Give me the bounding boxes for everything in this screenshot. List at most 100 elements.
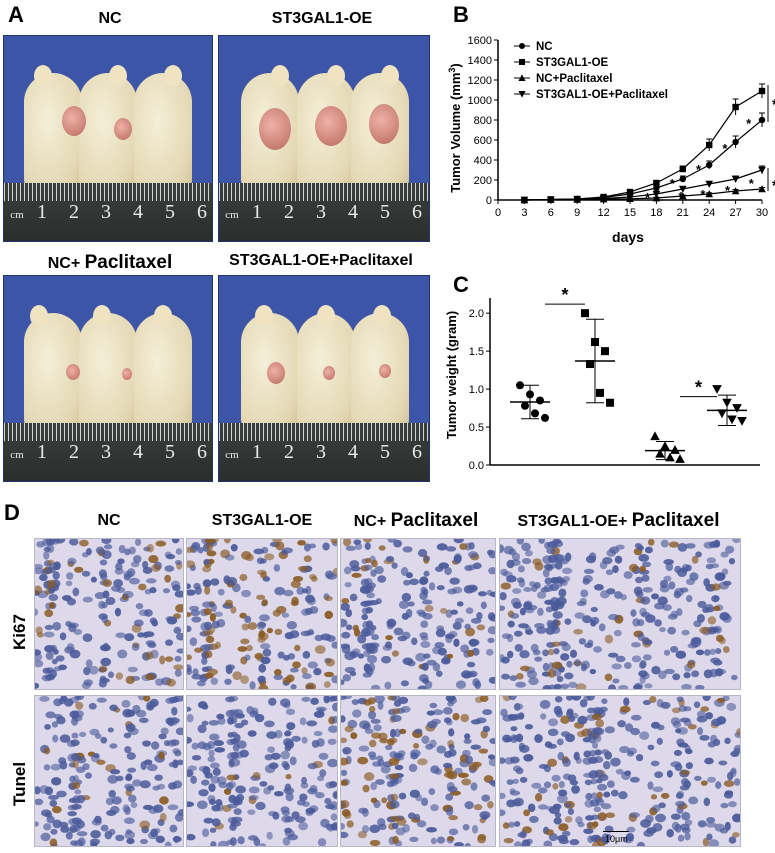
data-point: [606, 398, 614, 407]
photo-title-nc-paclitaxel: NC+ Paclitaxel: [47, 252, 173, 273]
data-point: [705, 190, 714, 198]
y-tick-label: 600: [474, 135, 492, 147]
data-point: [650, 431, 660, 441]
x-tick-label: 0: [495, 207, 501, 219]
ihc-image-ki67-2: [340, 538, 496, 690]
ihc-image-tunel-2: [340, 695, 496, 847]
significance-star: *: [749, 176, 755, 191]
data-point: [652, 190, 661, 198]
legend-label: NC: [536, 41, 553, 53]
x-tick-label: 3: [521, 207, 527, 219]
tumor-mark: [323, 366, 335, 380]
data-point: [678, 192, 687, 200]
legend-label: NC+Paclitaxel: [536, 73, 612, 85]
significance-star: *: [772, 178, 775, 195]
data-point: [655, 448, 665, 458]
y-tick-label: 800: [474, 115, 492, 127]
tumor-mark: [66, 364, 80, 380]
data-point: [546, 196, 555, 204]
mouse-photo-nc-paclitaxel: cm1234567: [3, 275, 213, 482]
mouse-photo-nc: cm1234567: [3, 35, 213, 242]
panel-label-a: A: [8, 2, 24, 27]
photo-title-nc: NC: [98, 10, 122, 27]
significance-star: *: [645, 190, 651, 205]
significance-star: *: [561, 285, 568, 305]
data-point: [653, 179, 660, 187]
data-point: [599, 195, 608, 203]
y-tick-label: 1200: [468, 75, 492, 87]
data-point: [706, 161, 713, 169]
data-point: [626, 188, 634, 196]
y-tick-label: 0: [486, 195, 492, 207]
ihc-column-title-st3gal1-oe: ST3GAL1-OE: [211, 512, 313, 529]
scale-bar: [603, 831, 629, 832]
data-point: [520, 196, 529, 204]
data-point: [626, 193, 634, 201]
ruler: cm1234567: [219, 423, 429, 481]
y-tick-label: 1.5: [469, 346, 484, 358]
significance-star: *: [670, 176, 676, 191]
data-point: [712, 385, 722, 394]
data-point: [679, 165, 686, 173]
ihc-image-ki67-3: [499, 538, 741, 690]
ihc-image-tunel-3: [499, 695, 741, 847]
mouse-photo-st3gal1-oe: cm1234567: [218, 35, 430, 242]
scale-bar-label: 10μm: [605, 834, 628, 844]
x-tick-label: 18: [650, 207, 662, 219]
x-tick-label: 24: [703, 207, 715, 219]
data-point: [519, 43, 525, 49]
y-axis-label: Tumor Volume (mm3): [447, 63, 463, 193]
significance-star: *: [695, 378, 702, 398]
x-tick-label: 6: [548, 207, 554, 219]
legend-label: ST3GAL1-OE: [536, 57, 609, 69]
y-tick-label: 1600: [468, 35, 492, 47]
y-tick-label: 200: [474, 175, 492, 187]
y-tick-label: 0.5: [469, 422, 484, 434]
y-tick-label: 2.0: [469, 308, 484, 320]
data-point: [596, 388, 604, 397]
data-point: [670, 445, 680, 454]
data-point: [758, 185, 766, 193]
ruler: cm1234567: [4, 183, 212, 241]
data-point: [737, 416, 747, 426]
data-point: [731, 187, 740, 195]
data-point: [516, 381, 524, 390]
series-line: [524, 169, 763, 201]
ihc-column-title-nc-paclitaxel: NC+ Paclitaxel: [353, 510, 479, 531]
data-point: [518, 74, 526, 81]
tumor-mark: [369, 104, 399, 144]
data-point: [581, 309, 589, 318]
significance-star: *: [722, 141, 728, 156]
data-point: [727, 415, 737, 425]
significance-star: *: [725, 183, 731, 198]
y-tick-label: 0.0: [469, 460, 484, 472]
x-tick-label: 21: [677, 207, 689, 219]
x-tick-label: 15: [624, 207, 636, 219]
data-point: [519, 59, 525, 65]
data-point: [679, 175, 686, 183]
panel-label-b: B: [453, 2, 469, 27]
tumor-mark: [114, 118, 132, 140]
tumor-mark: [62, 106, 86, 136]
data-point: [541, 413, 549, 422]
data-point: [573, 196, 582, 204]
x-tick-label: 9: [574, 207, 580, 219]
y-tick-label: 1.0: [469, 384, 484, 396]
significance-star: *: [678, 189, 684, 204]
photo-title-st3gal1-oe: ST3GAL1-OE: [271, 10, 373, 27]
ihc-image-tunel-0: [34, 695, 184, 847]
ihc-row-label-tunel: Tunel: [10, 761, 29, 806]
significance-star: *: [746, 116, 752, 131]
data-point: [705, 180, 714, 188]
data-point: [717, 409, 727, 419]
data-point: [586, 360, 594, 369]
data-point: [706, 141, 713, 149]
ruler: cm1234567: [4, 423, 212, 481]
ihc-column-title-nc: NC: [97, 512, 121, 529]
data-point: [732, 138, 739, 146]
tumor-mark: [315, 106, 347, 146]
data-point: [758, 166, 766, 174]
ihc-image-ki67-0: [34, 538, 184, 690]
data-point: [601, 347, 609, 356]
data-point: [678, 185, 687, 193]
